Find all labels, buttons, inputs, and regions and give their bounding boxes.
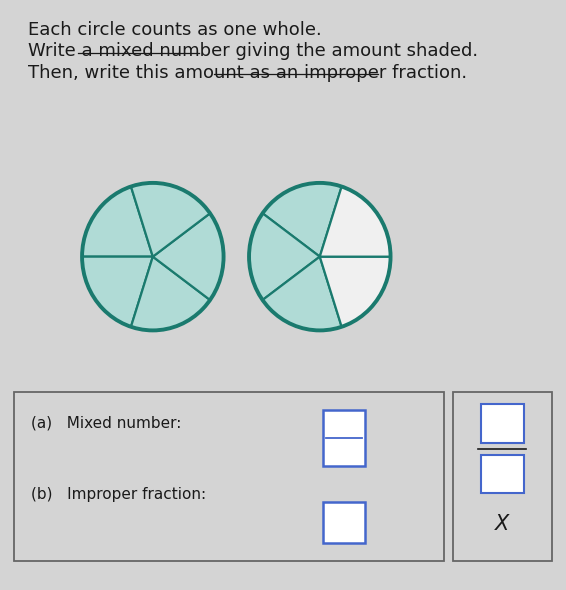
- Wedge shape: [82, 186, 153, 257]
- FancyBboxPatch shape: [481, 405, 524, 442]
- Wedge shape: [153, 214, 224, 300]
- Wedge shape: [320, 186, 391, 257]
- FancyBboxPatch shape: [323, 410, 365, 466]
- Wedge shape: [131, 183, 210, 257]
- Wedge shape: [131, 257, 210, 330]
- Wedge shape: [249, 214, 320, 300]
- Text: Write a mixed number giving the amount shaded.: Write a mixed number giving the amount s…: [28, 42, 478, 61]
- FancyBboxPatch shape: [453, 392, 552, 560]
- Text: Each circle counts as one whole.: Each circle counts as one whole.: [28, 21, 322, 39]
- FancyBboxPatch shape: [14, 392, 444, 560]
- Text: Then, write this amount as an improper fraction.: Then, write this amount as an improper f…: [28, 64, 468, 82]
- Wedge shape: [82, 257, 153, 327]
- FancyBboxPatch shape: [481, 454, 524, 493]
- Text: (a)   Mixed number:: (a) Mixed number:: [31, 416, 182, 431]
- Wedge shape: [320, 257, 391, 327]
- Wedge shape: [263, 183, 342, 257]
- FancyBboxPatch shape: [323, 502, 365, 543]
- Text: X: X: [495, 513, 509, 533]
- Text: (b)   Improper fraction:: (b) Improper fraction:: [31, 487, 206, 502]
- Wedge shape: [263, 257, 342, 330]
